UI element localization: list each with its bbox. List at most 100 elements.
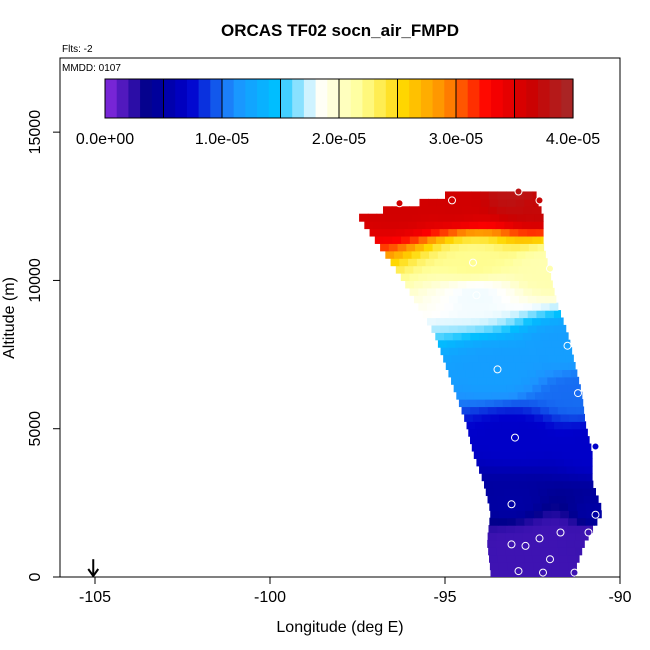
- field-cell: [488, 206, 498, 215]
- field-cell: [408, 258, 418, 267]
- field-cell: [488, 235, 498, 244]
- field-cell: [541, 384, 551, 393]
- field-cell: [581, 399, 584, 408]
- field-cell: [485, 399, 495, 408]
- field-cell: [489, 198, 499, 207]
- field-cell: [380, 243, 390, 252]
- field-cell: [411, 213, 421, 222]
- field-cell: [565, 354, 574, 363]
- field-cell: [522, 406, 533, 415]
- field-cell: [555, 488, 566, 497]
- colorbar-cell: [128, 79, 141, 118]
- field-cell: [422, 295, 433, 304]
- field-cell: [505, 525, 516, 534]
- field-cell: [521, 354, 532, 363]
- field-cell: [575, 465, 585, 474]
- field-cell: [523, 287, 533, 296]
- field-cell: [506, 443, 517, 452]
- x-tick-label: -90: [608, 589, 631, 606]
- field-cell: [479, 317, 489, 326]
- colorbar-cell: [222, 79, 235, 118]
- field-cell: [510, 480, 520, 489]
- field-cell: [463, 198, 473, 207]
- field-cell: [492, 295, 503, 304]
- field-cell: [427, 235, 437, 244]
- field-cell: [495, 258, 505, 267]
- colorbar-cell: [549, 79, 562, 118]
- field-cell: [532, 554, 543, 563]
- field-cell: [531, 406, 541, 415]
- field-cell: [476, 458, 486, 467]
- colorbar-cell: [514, 79, 527, 118]
- field-cell: [446, 213, 456, 222]
- field-cell: [514, 206, 524, 215]
- field-cell: [536, 295, 546, 304]
- field-cell: [437, 250, 448, 259]
- field-cell: [481, 213, 491, 222]
- field-cell: [513, 532, 524, 541]
- field-cell: [555, 399, 565, 408]
- field-cell: [422, 280, 433, 289]
- field-cell: [422, 228, 432, 237]
- field-cell: [501, 480, 511, 489]
- colorbar-cells: [105, 79, 574, 118]
- field-cell: [550, 361, 561, 370]
- field-cell: [518, 228, 528, 237]
- field-cell: [445, 191, 455, 200]
- field-cell: [569, 473, 579, 482]
- field-cell: [443, 221, 453, 230]
- field-cell: [462, 287, 472, 296]
- field-cell: [540, 406, 550, 415]
- field-cell: [570, 369, 578, 378]
- field-cell: [512, 488, 522, 497]
- field-cell: [546, 458, 556, 467]
- field-cell: [518, 369, 528, 378]
- field-cell: [472, 213, 483, 222]
- field-cell: [505, 273, 516, 282]
- field-cell: [395, 265, 406, 274]
- field-cell: [539, 258, 548, 267]
- field-cell: [494, 428, 504, 437]
- field-cell: [536, 324, 546, 333]
- field-cell: [413, 295, 424, 304]
- field-cell: [522, 532, 532, 541]
- field-cell: [507, 213, 518, 222]
- observation-point: [472, 291, 481, 300]
- field-cell: [359, 213, 369, 222]
- field-cell: [390, 258, 400, 267]
- colorbar-cell: [374, 79, 387, 118]
- field-cell: [472, 413, 483, 422]
- field-cell: [547, 376, 557, 385]
- field-cell: [539, 221, 544, 230]
- field-cell: [455, 213, 465, 222]
- field-cell: [558, 317, 564, 326]
- field-cell: [566, 532, 576, 541]
- field-cell: [488, 317, 498, 326]
- field-cell: [590, 488, 597, 497]
- field-cell: [440, 295, 450, 304]
- field-cell: [470, 302, 481, 311]
- field-cell: [443, 258, 453, 267]
- field-cell: [546, 399, 556, 408]
- colorbar-cell: [420, 79, 434, 118]
- field-cell: [496, 465, 506, 474]
- field-cell: [583, 532, 589, 541]
- field-cell: [458, 243, 469, 252]
- field-cell: [532, 302, 542, 311]
- colorbar-cell: [105, 79, 118, 118]
- field-cell: [401, 235, 411, 244]
- field-cell: [553, 295, 557, 304]
- field-cell: [453, 206, 463, 215]
- field-cell: [478, 436, 489, 445]
- field-cell: [416, 221, 427, 230]
- field-cell: [479, 302, 489, 311]
- chart-title: ORCAS TF02 socn_air_FMPD: [221, 21, 459, 40]
- field-cell: [572, 399, 583, 408]
- field-cell: [490, 250, 500, 259]
- field-cell: [555, 458, 565, 467]
- field-cell: [399, 258, 409, 267]
- field-cell: [553, 324, 564, 333]
- field-cell: [549, 287, 555, 296]
- field-cell: [500, 391, 510, 400]
- field-cell: [462, 235, 472, 244]
